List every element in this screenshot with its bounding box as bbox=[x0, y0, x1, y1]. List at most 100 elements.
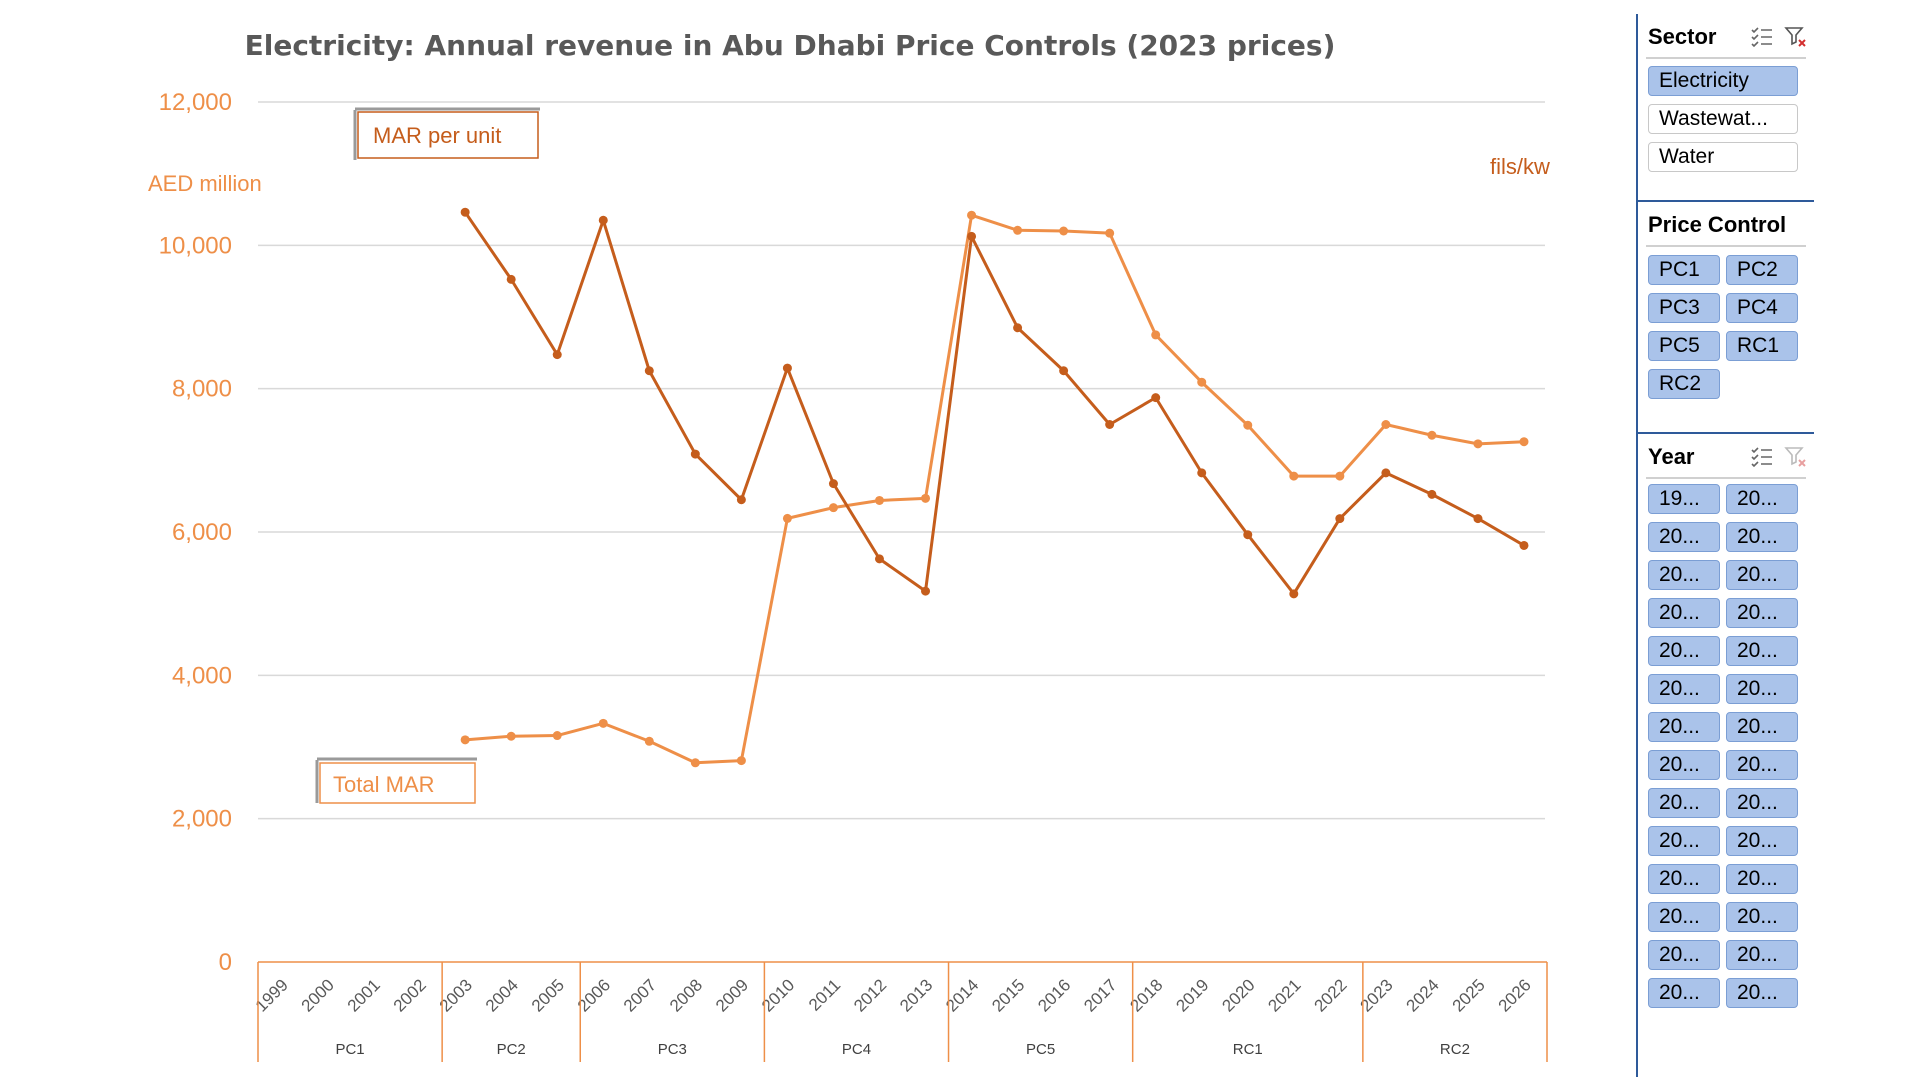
year-slicer-item[interactable]: 20... bbox=[1648, 826, 1720, 856]
x-tick-label: 2020 bbox=[1218, 975, 1258, 1015]
data-point-total-mar bbox=[1013, 225, 1023, 235]
year-slicer-item[interactable]: 20... bbox=[1726, 826, 1798, 856]
x-tick-label: 2021 bbox=[1264, 975, 1304, 1015]
data-point-total-mar bbox=[921, 493, 931, 503]
year-slicer-item[interactable]: 20... bbox=[1726, 750, 1798, 780]
x-group-label: PC5 bbox=[1026, 1041, 1055, 1058]
multi-select-icon[interactable] bbox=[1750, 445, 1774, 469]
year-slicer-item[interactable]: 20... bbox=[1648, 674, 1720, 704]
clear-filter-icon[interactable] bbox=[1784, 25, 1808, 49]
price-control-slicer-item[interactable]: PC2 bbox=[1726, 255, 1798, 285]
year-slicer-item[interactable]: 20... bbox=[1726, 788, 1798, 818]
left-tick-label: 8,000 bbox=[172, 376, 232, 403]
year-slicer-item[interactable]: 20... bbox=[1648, 864, 1720, 894]
data-point-mar-per-unit bbox=[1059, 366, 1069, 376]
data-point-total-mar bbox=[1243, 420, 1253, 430]
multi-select-icon[interactable] bbox=[1750, 25, 1774, 49]
clear-filter-icon[interactable] bbox=[1784, 445, 1808, 469]
year-slicer: Year 19... 20... 20... 20... 20... 20... 20...… bbox=[1636, 432, 1814, 1077]
price-control-slicer-item[interactable]: RC2 bbox=[1648, 369, 1720, 399]
sector-slicer-item[interactable]: Water bbox=[1648, 142, 1798, 172]
x-tick-label: 2002 bbox=[390, 975, 430, 1015]
sector-slicer-item[interactable]: Electricity bbox=[1648, 66, 1798, 96]
left-tick-label: 10,000 bbox=[159, 232, 232, 259]
data-point-total-mar bbox=[828, 503, 838, 513]
year-slicer-item[interactable]: 20... bbox=[1648, 636, 1720, 666]
sector-slicer: Sector Electricity Wastewat... Water bbox=[1636, 14, 1814, 200]
data-point-total-mar bbox=[690, 758, 700, 768]
year-slicer-item[interactable]: 20... bbox=[1726, 522, 1798, 552]
price-control-slicer-item[interactable]: PC5 bbox=[1648, 331, 1720, 361]
data-point-mar-per-unit bbox=[736, 495, 746, 505]
chart-title: Electricity: Annual revenue in Abu Dhabi… bbox=[245, 29, 1336, 62]
x-group-label: PC2 bbox=[497, 1041, 526, 1058]
data-point-mar-per-unit bbox=[1289, 589, 1299, 599]
sector-slicer-item[interactable]: Wastewat... bbox=[1648, 104, 1798, 134]
data-point-total-mar bbox=[552, 731, 562, 741]
x-tick-label: 2019 bbox=[1172, 975, 1212, 1015]
year-slicer-item[interactable]: 20... bbox=[1648, 902, 1720, 932]
year-slicer-title: Year bbox=[1648, 444, 1695, 469]
price-control-slicer-title: Price Control bbox=[1648, 212, 1787, 237]
data-point-total-mar bbox=[782, 513, 792, 523]
data-point-mar-per-unit bbox=[690, 449, 700, 459]
data-point-mar-per-unit bbox=[1519, 540, 1529, 550]
x-tick-label: 2009 bbox=[712, 975, 752, 1015]
year-slicer-item[interactable]: 20... bbox=[1648, 978, 1720, 1008]
x-group-label: PC4 bbox=[842, 1041, 871, 1058]
line-chart: Electricity: Annual revenue in Abu Dhabi… bbox=[148, 29, 1550, 1062]
x-tick-label: 2011 bbox=[805, 975, 844, 1014]
data-point-mar-per-unit bbox=[1105, 420, 1115, 429]
year-slicer-item[interactable]: 20... bbox=[1726, 598, 1798, 628]
price-control-slicer-item[interactable]: PC1 bbox=[1648, 255, 1720, 285]
year-slicer-item[interactable]: 20... bbox=[1726, 484, 1798, 514]
year-slicer-item[interactable]: 20... bbox=[1648, 940, 1720, 970]
year-slicer-item[interactable]: 20... bbox=[1648, 560, 1720, 590]
year-slicer-item[interactable]: 19... bbox=[1648, 484, 1720, 514]
data-point-total-mar bbox=[1427, 430, 1437, 440]
year-slicer-item[interactable]: 20... bbox=[1648, 598, 1720, 628]
year-slicer-item[interactable]: 20... bbox=[1726, 560, 1798, 590]
data-point-total-mar bbox=[1059, 226, 1069, 236]
data-point-mar-per-unit bbox=[460, 207, 470, 217]
data-point-total-mar bbox=[644, 736, 654, 746]
year-slicer-item[interactable]: 20... bbox=[1648, 750, 1720, 780]
year-slicer-item[interactable]: 20... bbox=[1648, 788, 1720, 818]
year-slicer-item[interactable]: 20... bbox=[1726, 636, 1798, 666]
year-slicer-item[interactable]: 20... bbox=[1648, 712, 1720, 742]
data-point-mar-per-unit bbox=[782, 363, 792, 373]
price-control-slicer-item[interactable]: PC3 bbox=[1648, 293, 1720, 323]
price-control-slicer-item[interactable]: RC1 bbox=[1726, 331, 1798, 361]
year-slicer-header: Year bbox=[1648, 442, 1808, 472]
data-point-mar-per-unit bbox=[967, 231, 977, 241]
year-slicer-item[interactable]: 20... bbox=[1726, 864, 1798, 894]
year-slicer-item[interactable]: 20... bbox=[1726, 902, 1798, 932]
legend-mar-per-unit: MAR per unit bbox=[353, 107, 540, 160]
left-tick-label: 2,000 bbox=[172, 806, 232, 833]
data-point-total-mar bbox=[1473, 439, 1483, 449]
data-point-total-mar bbox=[1289, 471, 1299, 481]
year-slicer-item[interactable]: 20... bbox=[1726, 712, 1798, 742]
price-control-slicer: Price Control PC1 PC2 PC3 PC4 PC5 RC1 RC2 bbox=[1636, 200, 1814, 432]
data-point-mar-per-unit bbox=[644, 366, 654, 376]
x-tick-label: 2017 bbox=[1080, 975, 1120, 1015]
data-point-mar-per-unit bbox=[1473, 514, 1483, 524]
data-point-mar-per-unit bbox=[1151, 393, 1161, 403]
year-slicer-item[interactable]: 20... bbox=[1726, 940, 1798, 970]
sector-slicer-title: Sector bbox=[1648, 24, 1717, 49]
x-tick-label: 2001 bbox=[344, 975, 384, 1015]
x-tick-label: 2007 bbox=[620, 975, 660, 1015]
left-y-axis: 0 2,000 4,000 6,000 8,000 10,000 12,000 bbox=[159, 89, 232, 976]
left-tick-label: 12,000 bbox=[159, 89, 232, 116]
year-slicer-item[interactable]: 20... bbox=[1726, 978, 1798, 1008]
data-point-mar-per-unit bbox=[552, 350, 562, 360]
price-control-slicer-items: PC1 PC2 PC3 PC4 PC5 RC1 RC2 bbox=[1648, 255, 1798, 399]
x-tick-label: 2022 bbox=[1310, 975, 1350, 1015]
left-tick-label: 0 bbox=[219, 949, 232, 976]
year-slicer-item[interactable]: 20... bbox=[1648, 522, 1720, 552]
data-point-total-mar bbox=[736, 756, 746, 766]
x-group-label: RC2 bbox=[1440, 1041, 1470, 1058]
year-slicer-item[interactable]: 20... bbox=[1726, 674, 1798, 704]
price-control-slicer-item[interactable]: PC4 bbox=[1726, 293, 1798, 323]
data-point-total-mar bbox=[1381, 420, 1391, 429]
